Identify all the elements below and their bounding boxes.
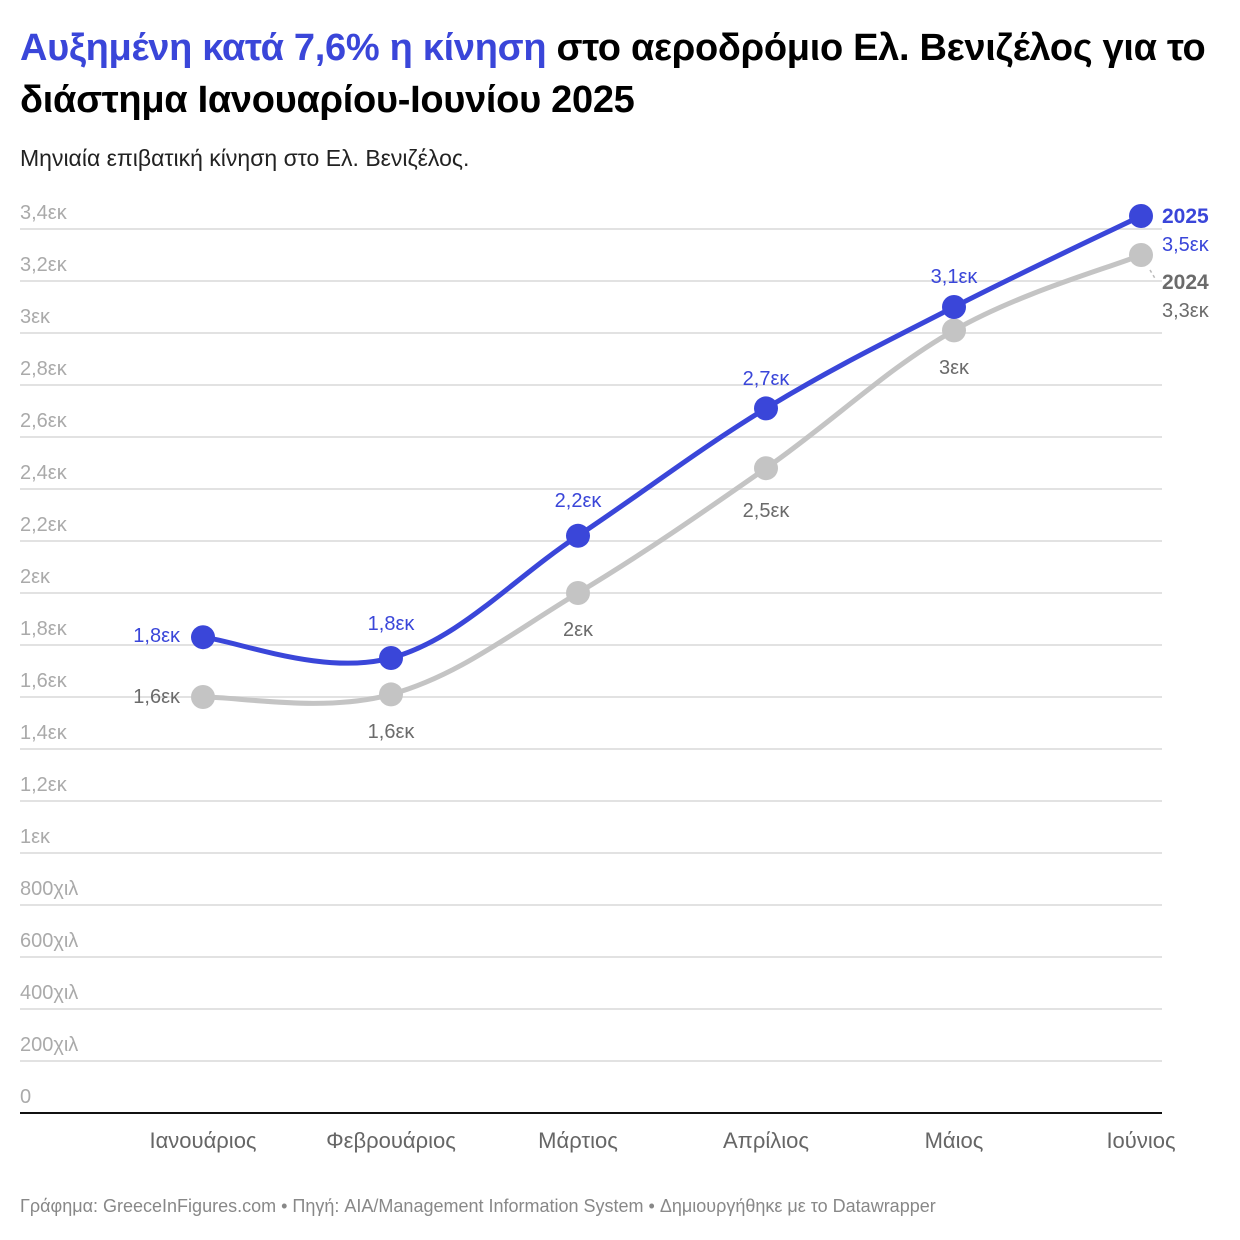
y-tick-label: 0 [20, 1086, 31, 1108]
point-2025[interactable] [379, 646, 403, 670]
point-2025[interactable] [566, 523, 590, 548]
chart-footer: Γράφημα: GreeceInFigures.com • Πηγή: AIA… [20, 1196, 936, 1216]
y-tick-label: 1,6εκ [20, 670, 68, 692]
value-label-2024: 2,5εκ [743, 500, 791, 522]
y-tick-label: 600χιλ [20, 930, 78, 952]
x-tick-label: Ιανουάριος [149, 1128, 256, 1153]
value-label-2025: 3,1εκ [931, 266, 979, 288]
value-label-2024: 1,6εκ [133, 686, 181, 708]
y-tick-label: 1εκ [20, 826, 51, 848]
y-tick-label: 1,2εκ [20, 774, 68, 796]
value-label-2024: 1,6εκ [368, 721, 416, 743]
chart-subtitle: Μηνιαία επιβατική κίνηση στο Ελ. Βενιζέλ… [20, 145, 470, 171]
title-rest: στο αεροδρόμιο Ελ. Βενιζέλος για το διάσ… [20, 27, 1206, 121]
legend-2024-value: 3,3εκ [1162, 300, 1210, 322]
y-tick-label: 3,4εκ [20, 202, 68, 224]
x-tick-label: Μάιος [925, 1128, 984, 1153]
y-tick-label: 3εκ [20, 306, 51, 328]
legend-connector [1149, 269, 1157, 281]
line-2025 [202, 213, 1143, 666]
title-highlight: Αυξημένη κατά 7,6% η κίνηση [20, 27, 547, 69]
point-2024[interactable] [754, 456, 778, 481]
y-tick-label: 800χιλ [20, 878, 78, 900]
point-2024[interactable] [191, 685, 215, 709]
x-tick-label: Απρίλιος [723, 1128, 809, 1153]
point-2024[interactable] [942, 318, 966, 343]
y-tick-label: 1,8εκ [20, 618, 68, 640]
y-tick-label: 2εκ [20, 566, 51, 588]
point-2025[interactable] [754, 396, 778, 421]
point-2024[interactable] [566, 581, 590, 605]
chart-title: Αυξημένη κατά 7,6% η κίνηση στο αεροδρόμ… [20, 22, 1220, 126]
y-tick-label: 1,4εκ [20, 722, 68, 744]
value-label-2025: 2,2εκ [555, 490, 603, 512]
y-tick-label: 2,6εκ [20, 410, 68, 432]
point-2024[interactable] [379, 682, 403, 707]
y-tick-label: 2,2εκ [20, 514, 68, 536]
point-2025[interactable] [1129, 204, 1153, 228]
y-tick-label: 400χιλ [20, 982, 78, 1004]
value-label-2025: 1,8εκ [368, 613, 416, 635]
line-2024 [202, 252, 1142, 706]
y-tick-label: 2,4εκ [20, 462, 68, 484]
legend-2024: 2024 [1162, 271, 1209, 294]
y-tick-label: 2,8εκ [20, 358, 68, 380]
x-tick-label: Μάρτιος [538, 1128, 618, 1153]
legend-2025: 2025 [1162, 205, 1209, 228]
value-label-2024: 3εκ [939, 357, 970, 379]
y-tick-label: 3,2εκ [20, 254, 68, 276]
x-tick-label: Ιούνιος [1106, 1128, 1175, 1153]
x-tick-label: Φεβρουάριος [326, 1128, 456, 1153]
value-label-2025: 1,8εκ [133, 625, 181, 647]
value-label-2025: 2,7εκ [743, 368, 791, 390]
point-2025[interactable] [191, 625, 215, 650]
value-label-2024: 2εκ [563, 619, 594, 641]
point-2024[interactable] [1129, 243, 1153, 267]
legend-2025-value: 3,5εκ [1162, 234, 1210, 256]
y-tick-label: 200χιλ [20, 1034, 78, 1056]
point-2025[interactable] [942, 295, 966, 319]
